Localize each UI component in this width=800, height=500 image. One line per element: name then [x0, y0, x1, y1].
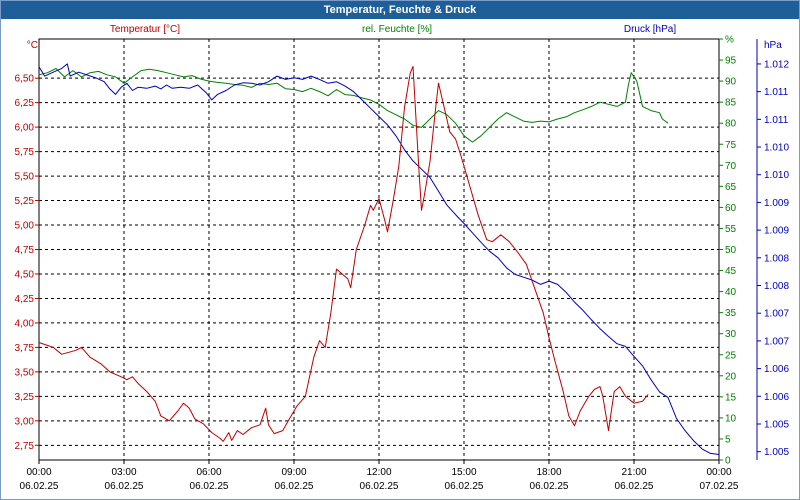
- x-tick-date: 06.02.25: [275, 481, 314, 492]
- pressure-series-label: Druck [hPa]: [624, 24, 676, 35]
- pressure-tick-label: 1.005: [764, 447, 789, 458]
- x-tick-time: 00:00: [706, 467, 731, 478]
- x-tick-date: 06.02.25: [530, 481, 569, 492]
- humidity-tick-label: 35: [725, 308, 737, 319]
- temperature-tick-label: 3,00: [15, 416, 35, 427]
- humidity-tick-label: 80: [725, 119, 737, 130]
- x-tick-time: 15:00: [451, 467, 476, 478]
- temperature-tick-label: 4,25: [15, 294, 35, 305]
- temperature-tick-label: 5,25: [15, 196, 35, 207]
- humidity-tick-label: 65: [725, 182, 737, 193]
- humidity-tick-label: 30: [725, 329, 737, 340]
- pressure-unit-label: hPa: [764, 40, 782, 51]
- axes: 00:00 06.02.25 03:00 06.02.25 06:00 06.02.25 0…: [15, 35, 790, 493]
- temperature-tick-label: 6,25: [15, 98, 35, 109]
- pressure-tick-label: 1.005: [764, 419, 789, 430]
- x-tick-time: 21:00: [621, 467, 646, 478]
- x-tick-date: 06.02.25: [360, 481, 399, 492]
- pressure-tick-label: 1.012: [764, 59, 789, 70]
- temperature-series-line: [38, 65, 649, 442]
- pressure-tick-label: 1.006: [764, 392, 789, 403]
- pressure-tick-label: 1.009: [764, 198, 789, 209]
- temperature-series-label: Temperatur [°C]: [110, 24, 180, 35]
- temperature-tick-label: 3,25: [15, 392, 35, 403]
- x-tick-date: 06.02.25: [445, 481, 484, 492]
- temperature-tick-label: 6,50: [15, 74, 35, 85]
- x-tick-time: 06:00: [196, 467, 221, 478]
- pressure-tick-label: 1.011: [764, 87, 789, 98]
- humidity-tick-label: 25: [725, 350, 737, 361]
- humidity-tick-label: 85: [725, 98, 737, 109]
- x-tick-time: 09:00: [281, 467, 306, 478]
- humidity-tick-label: 90: [725, 77, 737, 88]
- x-tick-date: 06.02.25: [105, 481, 144, 492]
- temperature-tick-label: 4,50: [15, 269, 35, 280]
- grid-lines: [39, 39, 719, 460]
- pressure-tick-label: 1.008: [764, 253, 789, 264]
- temperature-tick-label: 2,75: [15, 441, 35, 452]
- humidity-tick-label: 40: [725, 287, 737, 298]
- temperature-tick-label: 5,75: [15, 147, 35, 158]
- x-tick-date: 07.02.25: [700, 481, 739, 492]
- x-tick-time: 00:00: [26, 467, 51, 478]
- humidity-tick-label: 75: [725, 140, 737, 151]
- x-tick-date: 06.02.25: [615, 481, 654, 492]
- pressure-tick-label: 1.010: [764, 170, 789, 181]
- humidity-tick-label: 0: [725, 456, 731, 467]
- temperature-unit-label: °C: [27, 40, 38, 51]
- humidity-tick-label: 55: [725, 224, 737, 235]
- pressure-tick-label: 1.011: [764, 115, 789, 126]
- temperature-tick-label: 4,00: [15, 318, 35, 329]
- pressure-tick-label: 1.006: [764, 364, 789, 375]
- pressure-series-line: [38, 63, 720, 455]
- pressure-tick-label: 1.009: [764, 226, 789, 237]
- x-tick-date: 06.02.25: [190, 481, 229, 492]
- x-tick-date: 06.02.25: [20, 481, 59, 492]
- temperature-tick-label: 4,75: [15, 245, 35, 256]
- humidity-tick-label: 60: [725, 203, 737, 214]
- temperature-tick-label: 3,50: [15, 367, 35, 378]
- temperature-tick-label: 5,00: [15, 221, 35, 232]
- humidity-series-line: [38, 68, 669, 143]
- humidity-tick-label: 20: [725, 371, 737, 382]
- window-title: Temperatur, Feuchte & Druck: [1, 1, 799, 19]
- humidity-tick-label: 45: [725, 266, 737, 277]
- series-lines: [38, 63, 720, 455]
- x-tick-time: 03:00: [111, 467, 136, 478]
- humidity-tick-label: %: [725, 35, 734, 46]
- humidity-tick-label: 10: [725, 413, 737, 424]
- pressure-tick-label: 1.008: [764, 281, 789, 292]
- x-tick-time: 18:00: [536, 467, 561, 478]
- humidity-tick-label: 5: [725, 434, 731, 445]
- humidity-tick-label: 95: [725, 56, 737, 67]
- pressure-tick-label: 1.007: [764, 309, 789, 320]
- humidity-tick-label: 15: [725, 392, 737, 403]
- humidity-tick-label: 70: [725, 161, 737, 172]
- temperature-tick-label: 3,75: [15, 343, 35, 354]
- x-tick-time: 12:00: [366, 467, 391, 478]
- pressure-tick-label: 1.010: [764, 143, 789, 154]
- temperature-tick-label: 6,00: [15, 123, 35, 134]
- humidity-series-label: rel. Feuchte [%]: [362, 24, 432, 35]
- humidity-tick-label: 50: [725, 245, 737, 256]
- pressure-tick-label: 1.007: [764, 336, 789, 347]
- temperature-tick-label: 5,50: [15, 172, 35, 183]
